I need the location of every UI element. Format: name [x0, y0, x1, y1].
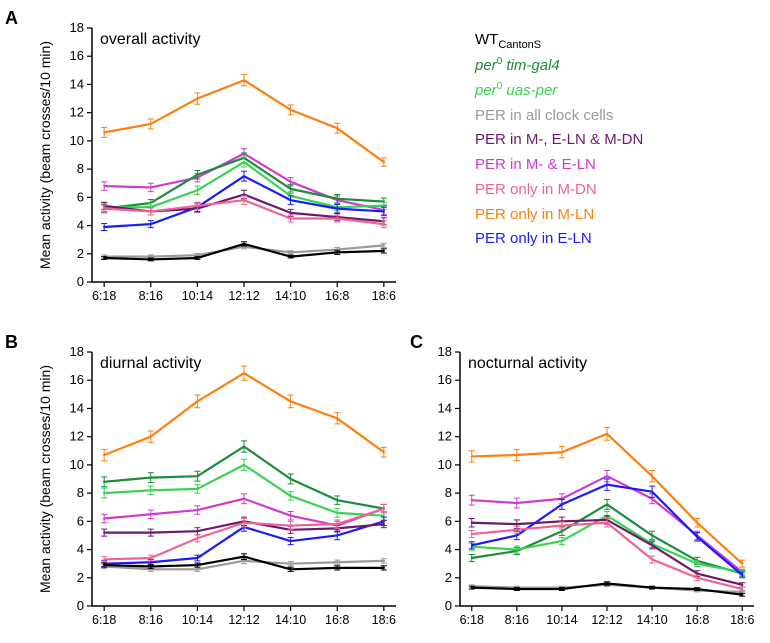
svg-text:4: 4 [77, 542, 84, 557]
svg-text:8: 8 [77, 485, 84, 500]
svg-text:0: 0 [77, 274, 84, 289]
chart-diurnal-activity: 0 2 4 6 8 10 12 14 16 18 6:18 8:16 10:14 12:12 14:10 16… [62, 344, 402, 634]
svg-text:6:18: 6:18 [92, 613, 116, 627]
svg-text:2: 2 [77, 246, 84, 261]
legend-item-per0_tim: per0 tim-gal4 [475, 54, 643, 79]
svg-text:16: 16 [70, 372, 84, 387]
svg-text:18: 18 [70, 20, 84, 35]
svg-text:16:8: 16:8 [325, 613, 349, 627]
svg-text:10: 10 [438, 457, 452, 472]
svg-text:16: 16 [70, 48, 84, 63]
svg-text:18:6: 18:6 [730, 613, 754, 627]
svg-text:12: 12 [70, 429, 84, 444]
svg-text:8:16: 8:16 [139, 613, 163, 627]
svg-text:10:14: 10:14 [182, 613, 213, 627]
svg-text:12: 12 [70, 105, 84, 120]
legend: WTCantonSper0 tim-gal4per0 uas-perPER in… [475, 28, 643, 252]
svg-text:nocturnal activity: nocturnal activity [468, 355, 587, 372]
svg-text:4: 4 [445, 542, 452, 557]
svg-text:12: 12 [438, 429, 452, 444]
svg-text:8: 8 [445, 485, 452, 500]
panel-label-b: B [5, 332, 18, 353]
legend-item-allclock: PER in all clock cells [475, 104, 643, 129]
svg-text:16:8: 16:8 [325, 289, 349, 303]
svg-text:14:10: 14:10 [275, 613, 306, 627]
svg-text:14:10: 14:10 [275, 289, 306, 303]
svg-text:10: 10 [70, 133, 84, 148]
svg-text:Mean activity (beam crosses/10: Mean activity (beam crosses/10 min) [37, 365, 53, 593]
svg-text:8:16: 8:16 [505, 613, 529, 627]
svg-text:4: 4 [77, 218, 84, 233]
svg-text:10:14: 10:14 [546, 613, 577, 627]
legend-item-WT: WTCantonS [475, 28, 643, 54]
svg-text:16:8: 16:8 [685, 613, 709, 627]
legend-item-MELN_MDN: PER in M-, E-LN & M-DN [475, 128, 643, 153]
svg-text:12:12: 12:12 [228, 613, 259, 627]
svg-text:overall activity: overall activity [100, 31, 200, 48]
svg-text:6: 6 [77, 513, 84, 528]
svg-text:0: 0 [77, 598, 84, 613]
svg-text:16: 16 [438, 372, 452, 387]
svg-text:18: 18 [70, 344, 84, 359]
legend-item-MLN: PER only in M-LN [475, 203, 643, 228]
panel-label-c: C [410, 332, 423, 353]
svg-text:12:12: 12:12 [228, 289, 259, 303]
legend-item-per0_uas: per0 uas-per [475, 79, 643, 104]
svg-text:12:12: 12:12 [591, 613, 622, 627]
svg-text:8:16: 8:16 [139, 289, 163, 303]
svg-text:Mean activity (beam crosses/10: Mean activity (beam crosses/10 min) [37, 41, 53, 269]
legend-item-ELN: PER only in E-LN [475, 227, 643, 252]
chart-nocturnal-activity: 0 2 4 6 8 10 12 14 16 18 6:18 8:16 10:14 12:12 14:10 16… [430, 344, 760, 634]
legend-item-MELN: PER in M- & E-LN [475, 153, 643, 178]
svg-text:6:18: 6:18 [460, 613, 484, 627]
svg-text:8: 8 [77, 161, 84, 176]
svg-text:14:10: 14:10 [636, 613, 667, 627]
svg-text:18:6: 18:6 [372, 289, 396, 303]
svg-text:18: 18 [438, 344, 452, 359]
svg-text:14: 14 [70, 400, 84, 415]
svg-text:0: 0 [445, 598, 452, 613]
panel-label-a: A [5, 8, 18, 29]
svg-text:14: 14 [438, 400, 452, 415]
svg-text:18:6: 18:6 [372, 613, 396, 627]
figure: A 0 2 4 6 8 10 12 14 16 18 6:18 8:16 10:14 12:12 14:10… [0, 0, 770, 643]
svg-text:6: 6 [77, 189, 84, 204]
svg-text:2: 2 [77, 570, 84, 585]
chart-overall-activity: 0 2 4 6 8 10 12 14 16 18 6:18 8:16 10:14 12:12 14:10 16… [62, 20, 402, 310]
svg-text:6:18: 6:18 [92, 289, 116, 303]
svg-text:2: 2 [445, 570, 452, 585]
svg-text:10: 10 [70, 457, 84, 472]
svg-text:diurnal activity: diurnal activity [100, 355, 201, 372]
legend-item-MDN: PER only in M-DN [475, 178, 643, 203]
svg-text:6: 6 [445, 513, 452, 528]
svg-text:14: 14 [70, 76, 84, 91]
svg-text:10:14: 10:14 [182, 289, 213, 303]
